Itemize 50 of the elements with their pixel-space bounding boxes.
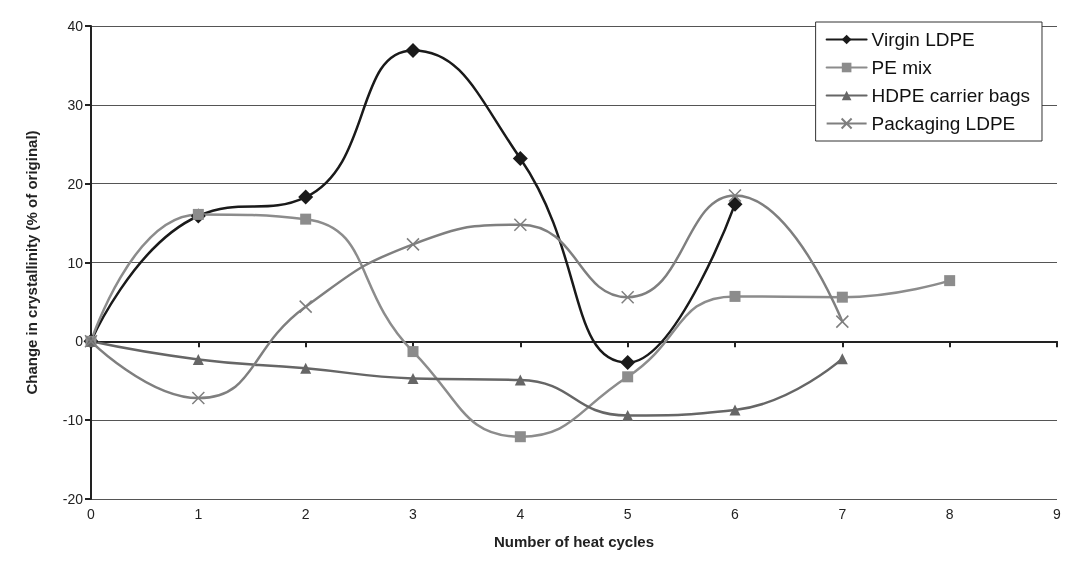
point [192, 208, 204, 220]
point [836, 353, 848, 365]
point [192, 353, 204, 365]
point [620, 355, 636, 371]
y-tick-label: 40 [67, 18, 84, 34]
point [836, 291, 848, 303]
x-tick-label: 7 [838, 506, 847, 522]
y-tick-label: 10 [67, 254, 84, 271]
point [300, 213, 312, 225]
legend-label: PE mix [871, 57, 933, 78]
y-axis-title: Change in crystallinity (% of original) [23, 130, 40, 395]
x-tick-label: 6 [731, 506, 740, 522]
point [622, 409, 634, 421]
x-tick-label: 3 [409, 506, 418, 522]
point [191, 391, 206, 405]
x-tick-label: 9 [1053, 506, 1062, 522]
point [727, 196, 743, 212]
point [514, 374, 526, 386]
x-tick-label: 5 [623, 506, 632, 522]
y-tick-label: 0 [75, 333, 84, 350]
point [298, 299, 313, 314]
x-tick-label: 1 [194, 506, 203, 522]
point [407, 346, 419, 358]
point [729, 404, 741, 416]
point [622, 371, 634, 383]
point [300, 362, 312, 374]
legend-label: Virgin LDPE [871, 29, 975, 50]
x-tick-label: 2 [301, 506, 310, 522]
x-tick-label: 4 [516, 506, 525, 522]
x-axis-title: Number of heat cycles [493, 533, 655, 550]
point [513, 217, 528, 232]
legend-label: Packaging LDPE [871, 113, 1016, 134]
point [298, 189, 314, 205]
point [944, 275, 956, 287]
point [512, 150, 528, 166]
point [407, 372, 419, 384]
y-tick-label: -10 [62, 412, 84, 429]
x-tick-label: 8 [945, 506, 954, 522]
point [835, 314, 850, 329]
point [728, 188, 742, 203]
point [406, 237, 420, 252]
legend-label: HDPE carrier bags [871, 85, 1031, 106]
y-tick-label: 30 [67, 96, 84, 113]
point [620, 290, 635, 304]
y-tick-label: 20 [67, 175, 84, 192]
y-tick-label: -20 [62, 491, 84, 507]
x-tick-label: 0 [87, 506, 96, 522]
point [514, 431, 526, 443]
point [729, 290, 741, 302]
point [405, 42, 421, 58]
